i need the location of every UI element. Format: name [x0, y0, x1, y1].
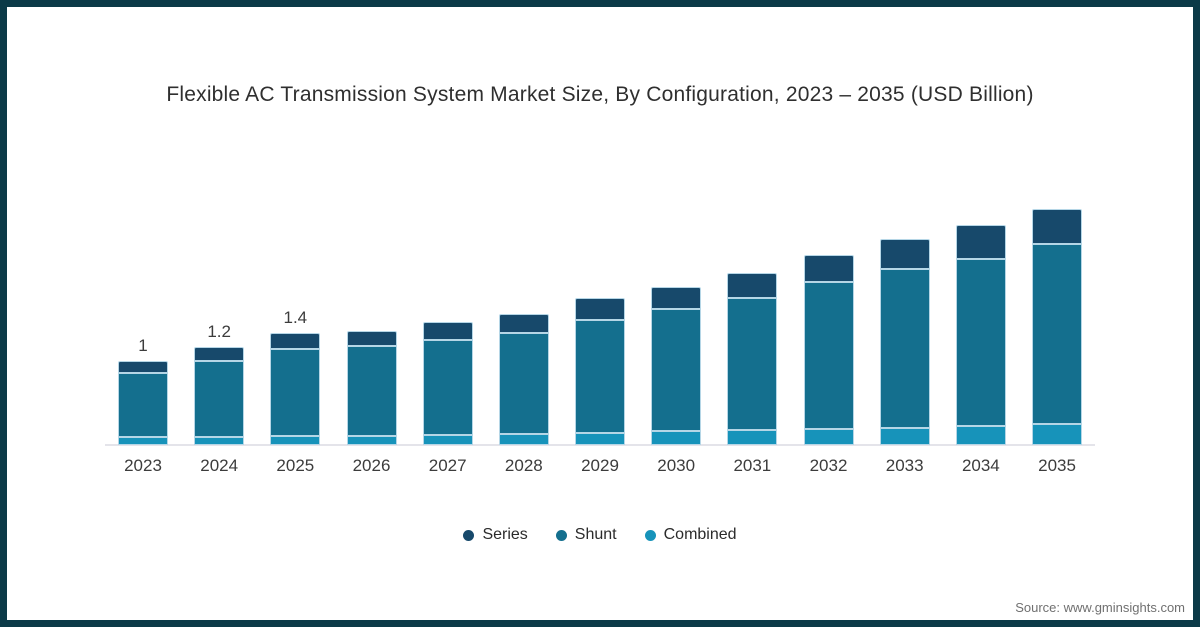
bar-stack-2028: [498, 313, 549, 445]
bar-segment-combined-2029: [575, 433, 626, 445]
legend-label: Combined: [663, 526, 737, 543]
bar-segment-combined-2030: [651, 430, 702, 445]
bar-stack-2027: [422, 322, 473, 445]
x-tick-2035: 2035: [1038, 456, 1076, 475]
bar-segment-combined-2023: [118, 436, 168, 445]
x-tick-2034: 2034: [961, 456, 1000, 475]
bar-segment-shunt-2032: [803, 282, 854, 430]
bar-segment-series-2034: [955, 224, 1006, 259]
bar-2029: 2029: [562, 298, 638, 475]
bar-value-label-2024: 1.2: [207, 321, 231, 341]
bar-segment-combined-2034: [955, 425, 1006, 445]
bar-segment-shunt-2023: [118, 372, 168, 437]
x-tick-2029: 2029: [581, 456, 619, 475]
bar-stack-2034: [955, 224, 1006, 445]
bar-stack-2024: [194, 346, 245, 445]
bar-stack-2035: [1032, 208, 1083, 445]
bar-2028: 2028: [486, 313, 562, 475]
legend-item-combined: Combined: [644, 526, 737, 544]
bar-segment-series-2032: [803, 255, 854, 283]
bar-segment-combined-2031: [727, 429, 778, 445]
bar-segment-series-2030: [651, 287, 702, 309]
bar-value-label-2023: 1: [138, 336, 148, 355]
bar-stack-2032: [803, 255, 854, 445]
bar-stack-2029: [575, 298, 626, 445]
bar-2026: 2026: [334, 330, 410, 475]
bar-2030: 2030: [638, 287, 714, 475]
bar-2031: 2031: [714, 272, 790, 475]
bar-segment-shunt-2029: [575, 319, 626, 434]
legend-dot-icon: [555, 529, 567, 541]
bar-2034: 2034: [943, 224, 1019, 475]
plot-area: 1 2023 1.2 2024 1.4 2025 2026 2027 2028 2029 2030 2…: [7, 7, 1193, 475]
x-tick-2032: 2032: [809, 456, 848, 475]
bar-segment-shunt-2026: [346, 345, 397, 436]
legend-dot-icon: [644, 529, 656, 541]
bar-segment-series-2035: [1032, 208, 1083, 245]
bar-segment-combined-2033: [879, 428, 930, 445]
bar-2032: 2032: [791, 255, 867, 475]
bar-segment-series-2029: [575, 298, 626, 320]
x-tick-2031: 2031: [733, 456, 772, 475]
bar-stack-2030: [651, 287, 702, 445]
bar-segment-shunt-2035: [1032, 244, 1083, 424]
bar-stack-2025: [270, 333, 321, 445]
bar-segment-series-2024: [194, 346, 245, 361]
bar-segment-combined-2025: [270, 435, 321, 445]
bar-segment-combined-2024: [194, 436, 245, 445]
bar-segment-series-2033: [879, 239, 930, 270]
bar-segment-shunt-2024: [194, 361, 245, 437]
bar-segment-shunt-2027: [422, 340, 473, 435]
x-tick-2025: 2025: [276, 456, 315, 475]
x-tick-2028: 2028: [504, 456, 543, 475]
bar-segment-series-2023: [118, 361, 168, 373]
bar-stack-2026: [346, 330, 397, 445]
x-tick-2026: 2026: [352, 456, 391, 475]
bar-segment-series-2027: [422, 322, 473, 340]
legend-dot-icon: [463, 529, 475, 541]
x-tick-2023: 2023: [124, 456, 162, 475]
bar-segment-series-2025: [270, 333, 321, 350]
x-tick-2024: 2024: [200, 456, 239, 475]
bar-stack-2023: [118, 361, 168, 445]
bar-segment-combined-2032: [803, 429, 854, 445]
bar-stack-2033: [879, 239, 930, 445]
bar-segment-shunt-2030: [651, 308, 702, 431]
bar-segment-combined-2035: [1032, 423, 1083, 445]
bar-segment-shunt-2031: [727, 298, 778, 430]
legend: Series Shunt Combined: [7, 526, 1193, 544]
legend-label: Shunt: [574, 526, 617, 543]
legend-label: Series: [482, 526, 528, 543]
legend-item-series: Series: [463, 526, 528, 544]
bar-segment-series-2028: [498, 313, 549, 334]
legend-item-shunt: Shunt: [555, 526, 617, 544]
bar-segment-combined-2026: [346, 435, 397, 445]
bar-segment-series-2031: [727, 272, 778, 298]
x-tick-2027: 2027: [428, 456, 467, 475]
source-text: Source: www.gminsights.com: [1015, 600, 1185, 615]
bar-2024: 1.2 2024: [181, 322, 257, 475]
bar-segment-shunt-2034: [955, 258, 1006, 426]
bar-value-label-2025: 1.4: [283, 308, 308, 328]
bar-segment-shunt-2028: [498, 333, 549, 435]
bar-2035: 2035: [1019, 208, 1095, 475]
bar-2033: 2033: [867, 239, 943, 475]
bar-segment-combined-2027: [422, 434, 473, 445]
bar-segment-shunt-2033: [879, 269, 930, 429]
bar-2023: 1 2023: [105, 336, 181, 475]
chart-title: Flexible AC Transmission System Market S…: [166, 83, 1034, 106]
bar-2027: 2027: [410, 322, 486, 475]
bar-segment-shunt-2025: [270, 349, 321, 436]
bar-segment-combined-2028: [498, 434, 549, 445]
bar-segment-series-2026: [346, 330, 397, 346]
x-tick-2033: 2033: [885, 456, 924, 475]
x-axis-line: [105, 444, 1095, 446]
bar-2025: 1.4 2025: [257, 308, 333, 475]
bar-stack-2031: [727, 272, 778, 445]
x-tick-2030: 2030: [657, 456, 696, 475]
